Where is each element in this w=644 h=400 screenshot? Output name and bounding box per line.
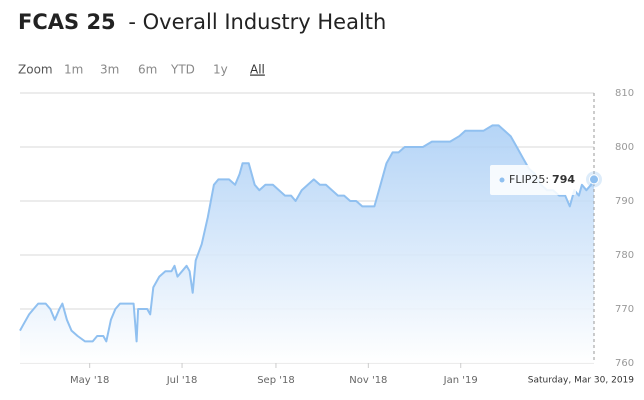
range-selector: Zoom 1m 3m 6m YTD 1y All — [18, 63, 265, 77]
zoom-label: Zoom — [18, 63, 53, 77]
tooltip-box — [490, 165, 576, 195]
tooltip-text: FLIP25: 794 — [509, 173, 575, 186]
y-tick-label: 780 — [615, 250, 634, 261]
zoom-button[interactable]: 1y — [213, 63, 228, 77]
zoom-button[interactable]: All — [250, 63, 265, 77]
title: FCAS 25 - Overall Industry Health — [18, 10, 386, 34]
zoom-button[interactable]: 3m — [100, 63, 119, 77]
x-tick-label: Jan '19 — [443, 375, 478, 386]
y-tick-label: 790 — [615, 196, 634, 207]
title-sub: - Overall Industry Health — [128, 10, 386, 34]
area-fill — [20, 125, 594, 364]
zoom-button[interactable]: 1m — [64, 63, 83, 77]
x-tick-label: Nov '18 — [349, 375, 387, 386]
tooltip-bullet — [499, 177, 505, 183]
crosshair-label: Saturday, Mar 30, 2019 — [528, 376, 634, 386]
y-tick-label: 800 — [615, 142, 634, 153]
line — [19, 124, 595, 343]
title-main: FCAS 25 — [18, 10, 116, 34]
x-tick-label: Sep '18 — [257, 375, 295, 386]
x-tick-label: Jul '18 — [166, 375, 198, 386]
zoom-button[interactable]: YTD — [170, 63, 195, 77]
tooltip-value: 794 — [552, 173, 575, 186]
plot-area: 760 770 780 790 800 810 May '18 Jul '18 Sep '18 N… — [19, 88, 634, 386]
zoom-button[interactable]: 6m — [138, 63, 157, 77]
x-tick-label: May '18 — [70, 375, 109, 386]
y-tick-label: 770 — [615, 304, 634, 315]
y-tick-label: 760 — [615, 358, 634, 369]
point-marker — [589, 174, 599, 185]
tooltip-series: FLIP25: — [509, 173, 549, 186]
y-tick-label: 810 — [615, 88, 634, 99]
tooltip: FLIP25: 794 — [490, 165, 576, 195]
